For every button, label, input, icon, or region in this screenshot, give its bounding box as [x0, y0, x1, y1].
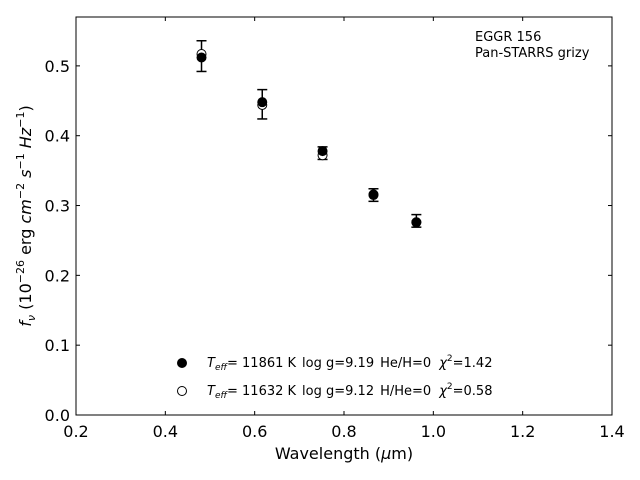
x-tick-label: 0.4 [153, 422, 178, 441]
data-point-filled [411, 217, 422, 228]
x-axis-label: Wavelength (μm) [275, 444, 413, 463]
y-tick-label: 0.4 [45, 127, 70, 146]
x-tick-label: 1.4 [599, 422, 624, 441]
y-axis-label: fν (10−26 erg cm−2 s−1 Hz−1) [14, 105, 38, 326]
y-tick-label: 0.2 [45, 266, 70, 285]
y-tick-label: 0.1 [45, 336, 70, 355]
y-tick-label: 0.0 [45, 406, 70, 425]
data-points [196, 49, 422, 228]
axes: 0.2 0.4 0.6 0.8 1.0 1.2 1.4 0.0 0.1 0.2 0.3 0.4 0.5 [45, 16, 625, 441]
legend-marker-open [177, 386, 187, 396]
y-tick-label: 0.5 [45, 57, 70, 76]
x-tick-label: 1.0 [421, 422, 446, 441]
plot-background [76, 17, 612, 415]
data-point-filled [257, 97, 268, 108]
annotation-object: EGGR 156 [475, 30, 541, 45]
data-point-filled [368, 190, 379, 201]
x-tick-label: 0.2 [63, 422, 88, 441]
legend-marker-filled [177, 358, 187, 368]
x-tick-label: 1.2 [510, 422, 535, 441]
y-tick-label: 0.3 [45, 197, 70, 216]
data-point-filled [317, 146, 328, 157]
plot-area [76, 17, 612, 415]
annotation-survey: Pan-STARRS grizy [475, 46, 590, 61]
data-point-filled [196, 52, 207, 63]
x-tick-label: 0.8 [331, 422, 356, 441]
x-tick-label: 0.6 [242, 422, 267, 441]
